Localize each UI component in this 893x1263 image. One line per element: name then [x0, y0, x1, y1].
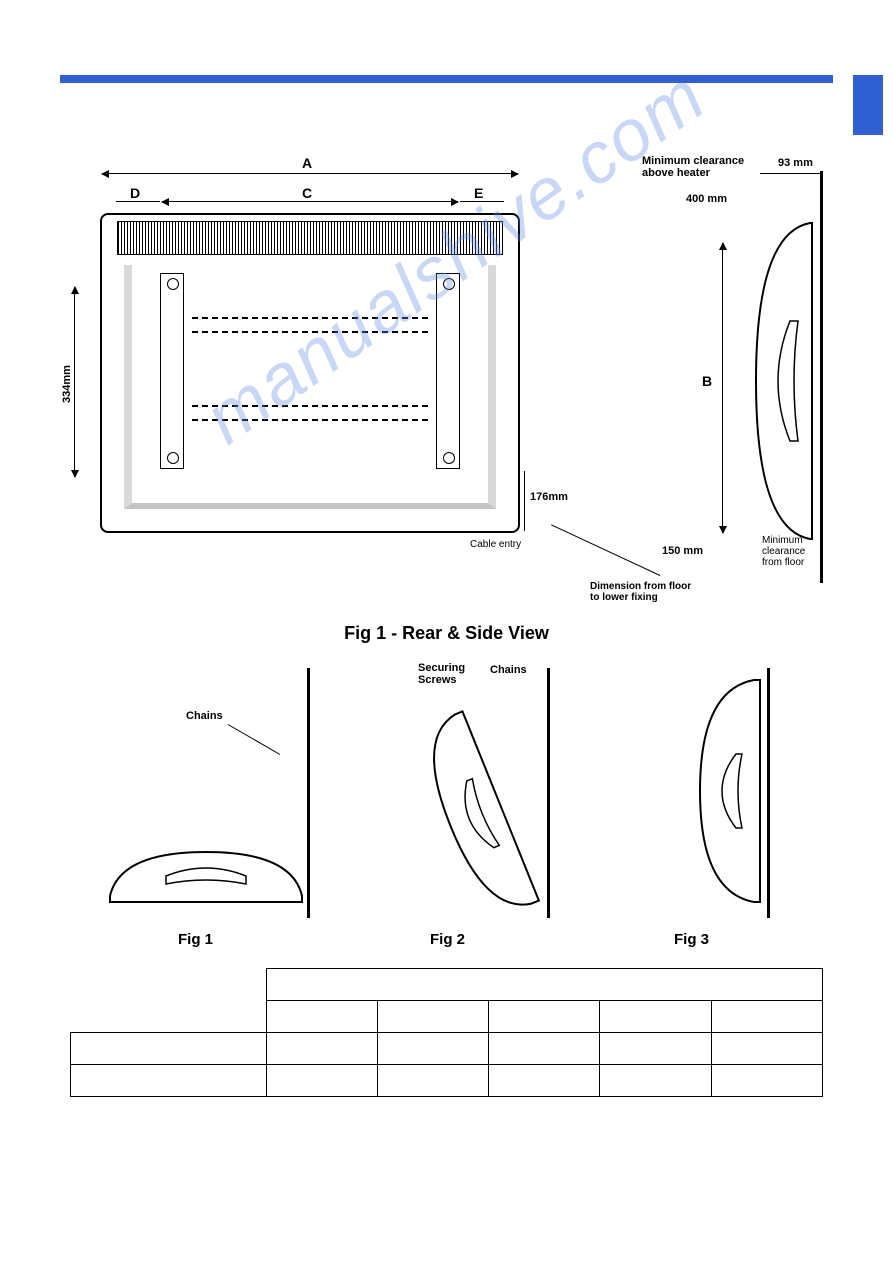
wall-line — [820, 171, 823, 583]
heater-tilted-icon — [400, 688, 550, 908]
dim-A-label: A — [302, 155, 312, 171]
hole-icon — [443, 452, 455, 464]
dim-B-label: B — [702, 373, 712, 389]
guide-line — [192, 419, 428, 421]
col-head — [266, 1001, 377, 1033]
clearance-above-value: 400 mm — [686, 193, 727, 205]
leader-line — [228, 724, 280, 755]
figure-1-caption: Fig 1 - Rear & Side View — [70, 623, 823, 644]
table-cell — [266, 1033, 377, 1065]
blank-cell — [71, 1001, 267, 1033]
fig-panel-3 — [630, 668, 770, 918]
table-cell — [489, 1033, 600, 1065]
side-view: Minimum clearance above heater 400 mm 93… — [630, 203, 840, 603]
chains-label-2: Chains — [490, 664, 527, 676]
figure-row: Chains Fig 1 Securing Screws Chains Fig … — [70, 668, 823, 948]
dim-B-line — [722, 243, 723, 533]
wall-line — [767, 668, 770, 918]
table-row — [71, 969, 823, 1001]
heater-profile-icon — [750, 221, 820, 541]
col-head — [377, 1001, 488, 1033]
col-head — [711, 1001, 822, 1033]
fig-panel-1: Chains — [100, 668, 310, 918]
chains-label: Chains — [186, 710, 223, 722]
hole-icon — [167, 452, 179, 464]
dim-E-label: E — [474, 185, 483, 201]
dim-D-label: D — [130, 185, 140, 201]
page-content: A D C E 334mm 176mm Cable entry — [0, 83, 893, 1137]
row-label — [71, 1065, 267, 1097]
dimension-table — [70, 968, 823, 1097]
blank-cell — [71, 969, 267, 1001]
dim-D-line — [116, 201, 160, 202]
table-row — [71, 1033, 823, 1065]
table-cell — [489, 1065, 600, 1097]
mount-bar-right — [436, 273, 460, 469]
wall-line — [307, 668, 310, 918]
heater-lying-icon — [106, 846, 306, 908]
floor-note: Dimension from floor to lower fixing — [590, 581, 691, 603]
col-head — [489, 1001, 600, 1033]
dim-334-line — [74, 287, 75, 477]
depth-label: 93 mm — [778, 157, 813, 169]
dim-334-label: 334mm — [61, 365, 73, 403]
table-row — [71, 1001, 823, 1033]
guide-line — [192, 405, 428, 407]
depth-dim-line — [760, 173, 822, 174]
dim-176-label: 176mm — [530, 491, 568, 503]
page-tab — [853, 75, 883, 135]
mount-bar-left — [160, 273, 184, 469]
heater-mounted-icon — [686, 676, 766, 906]
cable-entry-label: Cable entry — [470, 539, 521, 550]
rear-view — [100, 213, 520, 533]
leader-line — [551, 524, 660, 576]
dim-A-line — [102, 173, 518, 174]
dim-E-line — [460, 201, 504, 202]
table-cell — [377, 1033, 488, 1065]
fig-2-label: Fig 2 — [430, 931, 465, 948]
table-cell — [600, 1065, 711, 1097]
table-cell — [600, 1033, 711, 1065]
clearance-floor-value: 150 mm — [662, 545, 703, 557]
table-cell — [711, 1065, 822, 1097]
table-header-span — [266, 969, 822, 1001]
side-profile — [750, 221, 820, 541]
figure-1: A D C E 334mm 176mm Cable entry — [70, 143, 823, 603]
hole-icon — [443, 278, 455, 290]
row-label — [71, 1033, 267, 1065]
table-cell — [377, 1065, 488, 1097]
table-cell — [711, 1033, 822, 1065]
fig-1-label: Fig 1 — [178, 931, 213, 948]
guide-line — [192, 331, 428, 333]
clearance-floor-label: Minimum clearance from floor — [762, 535, 805, 568]
guide-line — [192, 317, 428, 319]
screws-label: Securing Screws — [418, 662, 465, 686]
table-cell — [266, 1065, 377, 1097]
dim-176-line — [524, 471, 525, 531]
fig-panel-2: Securing Screws Chains — [370, 668, 550, 918]
dim-C-line — [162, 201, 458, 202]
dim-C-label: C — [302, 185, 312, 201]
header-rule — [60, 75, 833, 83]
col-head — [600, 1001, 711, 1033]
clearance-above-label: Minimum clearance above heater — [642, 155, 744, 179]
table-row — [71, 1065, 823, 1097]
fig-3-label: Fig 3 — [674, 931, 709, 948]
hole-icon — [167, 278, 179, 290]
